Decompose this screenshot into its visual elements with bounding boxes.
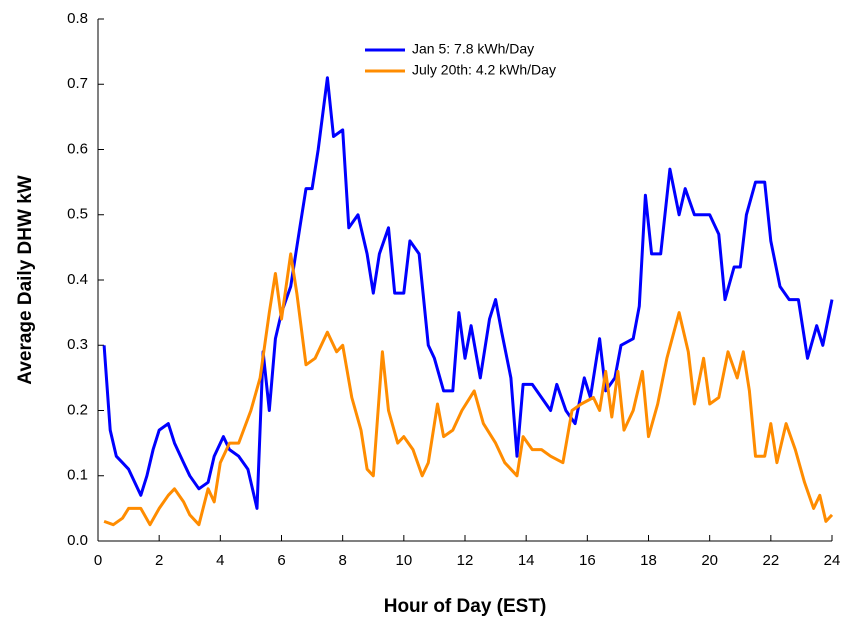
legend-label: July 20th: 4.2 kWh/Day bbox=[412, 62, 556, 78]
x-tick-label: 8 bbox=[338, 552, 346, 569]
y-tick-label: 0.4 bbox=[67, 271, 88, 288]
y-axis-label: Average Daily DHW kW bbox=[15, 175, 36, 384]
x-tick-label: 14 bbox=[518, 552, 535, 569]
y-tick-label: 0.6 bbox=[67, 140, 88, 157]
y-tick-label: 0.7 bbox=[67, 75, 88, 92]
x-tick-label: 20 bbox=[701, 552, 718, 569]
x-tick-label: 24 bbox=[824, 552, 841, 569]
y-tick-label: 0.5 bbox=[67, 206, 88, 223]
x-tick-label: 10 bbox=[395, 552, 412, 569]
x-tick-label: 22 bbox=[762, 552, 779, 569]
legend-label: Jan 5: 7.8 kWh/Day bbox=[412, 41, 534, 57]
x-tick-label: 12 bbox=[457, 552, 474, 569]
series-line bbox=[103, 252, 834, 527]
x-tick-label: 0 bbox=[94, 552, 102, 569]
x-tick-label: 16 bbox=[579, 552, 596, 569]
y-tick-label: 0.0 bbox=[67, 532, 88, 549]
x-axis-label: Hour of Day (EST) bbox=[384, 596, 547, 617]
x-tick-label: 2 bbox=[155, 552, 163, 569]
y-tick-label: 0.2 bbox=[67, 401, 88, 418]
y-tick-label: 0.1 bbox=[67, 467, 88, 484]
y-tick-label: 0.3 bbox=[67, 336, 88, 353]
x-tick-label: 4 bbox=[216, 552, 224, 569]
series-line bbox=[102, 76, 834, 510]
x-tick-label: 18 bbox=[640, 552, 657, 569]
y-tick-label: 0.8 bbox=[67, 10, 88, 27]
x-tick-label: 6 bbox=[277, 552, 285, 569]
